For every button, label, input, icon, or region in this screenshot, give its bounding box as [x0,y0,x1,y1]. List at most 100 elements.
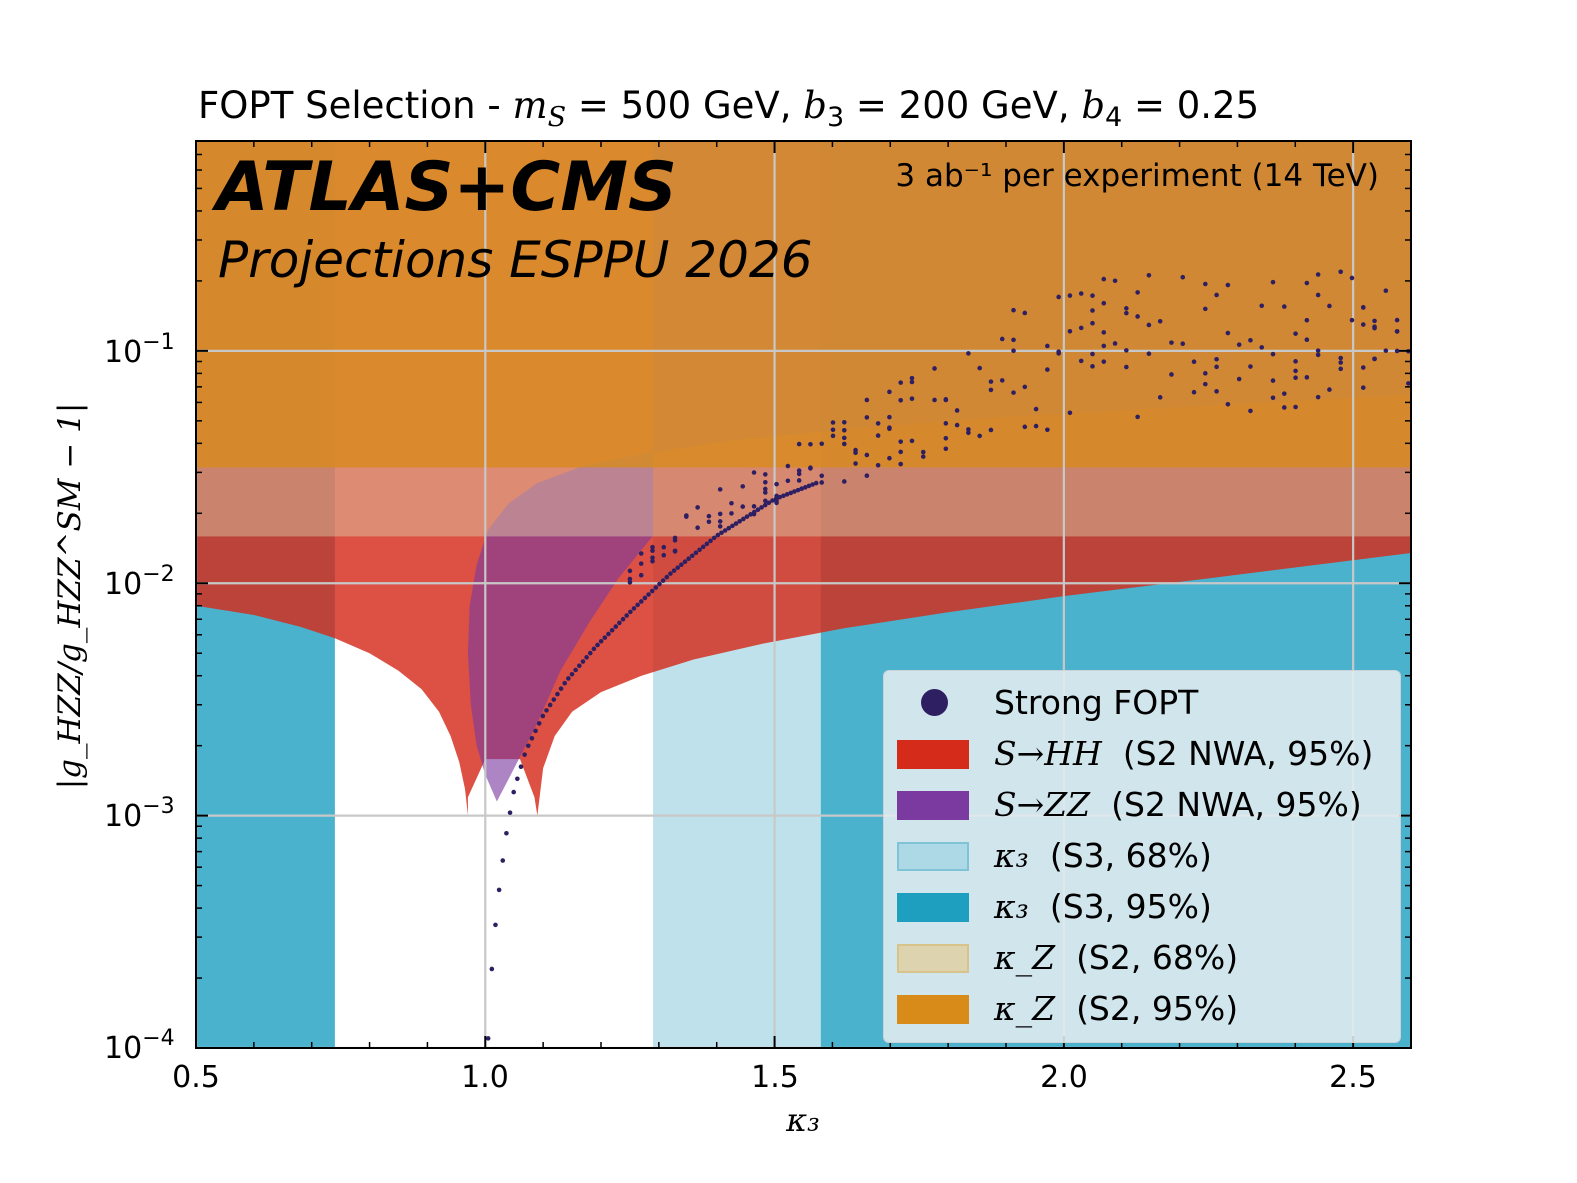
strong-fopt-point-106 [672,548,678,554]
strong-fopt-point-191 [977,365,982,371]
strong-fopt-point-169 [898,439,903,444]
legend-label-kappa3-95: κ₃ (S3, 95%) [994,887,1212,926]
x-tick-label-0.5: 0.5 [172,1060,220,1095]
strong-fopt-point-243 [1169,340,1174,345]
strong-fopt-point-4 [500,858,506,863]
strong-fopt-point-229 [1112,278,1118,284]
strong-fopt-point-143 [819,441,825,447]
strong-fopt-point-284 [1315,272,1321,277]
strong-fopt-point-219 [1090,293,1095,298]
strong-fopt-point-279 [1304,337,1310,342]
strong-fopt-point-230 [1112,341,1118,346]
strong-fopt-point-30 [595,642,600,648]
strong-fopt-point-282 [1304,280,1310,286]
legend-swatch-s-hh [897,740,969,769]
strong-fopt-point-281 [1304,317,1310,323]
strong-fopt-point-224 [1101,343,1107,349]
strong-fopt-point-98 [650,558,655,564]
strong-fopt-point-263 [1248,364,1253,369]
strong-fopt-point-245 [1180,274,1186,280]
strong-fopt-point-254 [1214,292,1219,298]
strong-fopt-point-275 [1293,331,1298,336]
strong-fopt-point-194 [988,379,994,384]
strong-fopt-point-231 [1124,364,1129,370]
strong-fopt-point-276 [1293,368,1298,374]
strong-fopt-point-242 [1157,395,1163,400]
y-tick-label-1e-4: 10−4 [104,1026,175,1066]
legend-entry-strong-fopt: Strong FOPT [884,679,1400,730]
strong-fopt-point-217 [1078,325,1084,331]
strong-fopt-point-7 [511,789,516,795]
strong-fopt-point-19 [555,691,560,697]
strong-fopt-point-155 [853,447,858,453]
strong-fopt-point-117 [729,500,734,506]
strong-fopt-point-290 [1338,269,1344,275]
strong-fopt-point-128 [763,472,768,477]
strong-fopt-point-137 [796,471,802,477]
strong-fopt-point-213 [1067,410,1073,416]
strong-fopt-point-44 [646,592,651,597]
strong-fopt-point-149 [841,427,847,433]
strong-fopt-point-18 [551,697,557,702]
strong-fopt-point-59 [700,544,706,550]
strong-fopt-point-8 [515,776,520,782]
strong-fopt-point-244 [1169,372,1174,377]
strong-fopt-point-82 [784,492,790,497]
strong-fopt-point-78 [770,498,775,503]
legend-entry-s-hh: S→HH (S2 NWA, 95%) [884,730,1400,781]
strong-fopt-point-102 [661,552,667,558]
strong-fopt-point-294 [1349,275,1355,281]
strong-fopt-point-255 [1214,389,1219,394]
strong-fopt-point-207 [1045,427,1050,433]
strong-fopt-point-54 [682,559,688,565]
strong-fopt-point-187 [954,422,960,428]
strong-fopt-point-64 [719,530,724,536]
strong-fopt-point-141 [808,466,813,471]
strong-fopt-point-122 [751,470,757,475]
strong-fopt-point-9 [518,764,524,770]
strong-fopt-point-6 [507,810,513,815]
strong-fopt-point-227 [1101,300,1107,306]
strong-fopt-point-196 [999,336,1005,342]
strong-fopt-point-183 [943,446,949,452]
strong-fopt-point-139 [808,441,813,447]
strong-fopt-point-209 [1045,367,1050,372]
strong-fopt-point-234 [1124,348,1129,353]
strong-fopt-point-94 [638,561,644,566]
strong-fopt-point-185 [943,397,949,403]
strong-fopt-point-86 [799,486,804,492]
strong-fopt-point-307 [1383,288,1389,294]
strong-fopt-point-260 [1236,342,1242,347]
strong-fopt-point-136 [796,478,802,483]
strong-fopt-point-241 [1157,318,1163,324]
strong-fopt-point-158 [864,397,870,403]
strong-fopt-point-166 [887,425,892,430]
strong-fopt-point-131 [774,481,779,487]
strong-fopt-point-58 [697,547,702,553]
strong-fopt-point-2 [493,922,498,928]
strong-fopt-point-237 [1135,414,1140,420]
strong-fopt-point-248 [1191,389,1197,395]
strong-fopt-point-116 [717,511,723,517]
strong-fopt-point-288 [1327,387,1332,392]
strong-fopt-point-289 [1327,303,1332,309]
strong-fopt-point-151 [841,441,847,447]
strong-fopt-point-280 [1304,375,1310,380]
y-axis-label: |g_HZZ/g_HZZ^SM − 1| [52,403,88,790]
strong-fopt-point-171 [898,449,903,455]
strong-fopt-point-253 [1214,356,1219,362]
strong-fopt-point-299 [1360,385,1366,390]
strong-fopt-point-266 [1259,345,1265,350]
strong-fopt-point-89 [810,482,815,487]
strong-fopt-point-97 [650,555,655,561]
strong-fopt-point-150 [841,435,847,441]
strong-fopt-point-93 [627,576,633,582]
strong-fopt-point-32 [602,635,608,640]
legend-swatch-kappa3-68 [897,842,969,871]
strong-fopt-point-293 [1338,360,1344,365]
strong-fopt-point-51 [671,568,677,573]
strong-fopt-point-303 [1372,356,1377,362]
strong-fopt-point-172 [898,397,903,403]
strong-fopt-point-35 [613,624,619,629]
